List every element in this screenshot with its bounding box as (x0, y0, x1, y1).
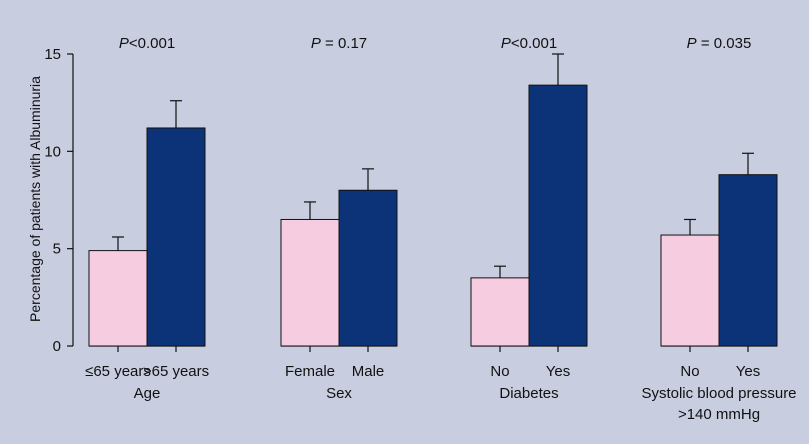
y-axis-label: Percentage of patients with Albuminuria (27, 76, 43, 322)
y-tick-label: 0 (53, 338, 61, 355)
p-value-annotation: P<0.001 (501, 35, 557, 52)
p-symbol: P (501, 35, 511, 52)
bar (528, 84, 588, 347)
bar (470, 277, 530, 347)
category-label: >65 years (143, 363, 209, 380)
category-label: No (490, 363, 509, 380)
p-value-annotation: P = 0.17 (311, 35, 367, 52)
p-value-annotation: P = 0.035 (687, 35, 752, 52)
p-symbol: P (311, 35, 321, 52)
category-label: Yes (546, 363, 570, 380)
group-label-line2: >140 mmHg (678, 406, 760, 423)
p-value-annotation: P<0.001 (119, 35, 175, 52)
bar (280, 218, 340, 347)
bar (146, 127, 206, 347)
y-axis: 0 5 10 15 (44, 46, 74, 355)
bar-group-systolic-blood-pressure: No Yes Systolic blood pressure >140 mmHg P =… (641, 35, 796, 423)
p-value: = 0.17 (321, 35, 367, 52)
group-label: Sex (326, 385, 352, 402)
category-label: Yes (736, 363, 760, 380)
group-label: Age (134, 385, 161, 402)
p-value: = 0.035 (697, 35, 752, 52)
bar-group-diabetes: No Yes Diabetes P<0.001 (470, 35, 588, 402)
y-tick-label: 10 (44, 143, 61, 160)
bar (718, 174, 778, 347)
bar (88, 250, 148, 347)
p-symbol: P (119, 35, 129, 52)
category-label: Female (285, 363, 335, 380)
y-tick-label: 5 (53, 241, 61, 258)
bar (660, 234, 720, 347)
p-symbol: P (687, 35, 697, 52)
group-label: Diabetes (499, 385, 558, 402)
bar-group-age: ≤65 years>65 years Age P<0.001 (85, 35, 209, 402)
category-label: Male (352, 363, 385, 380)
category-label: ≤65 years (85, 363, 151, 380)
y-tick-label: 15 (44, 46, 61, 63)
bar (338, 189, 398, 347)
category-label: No (680, 363, 699, 380)
p-value: <0.001 (129, 35, 175, 52)
p-value: <0.001 (511, 35, 557, 52)
group-label: Systolic blood pressure (641, 385, 796, 402)
